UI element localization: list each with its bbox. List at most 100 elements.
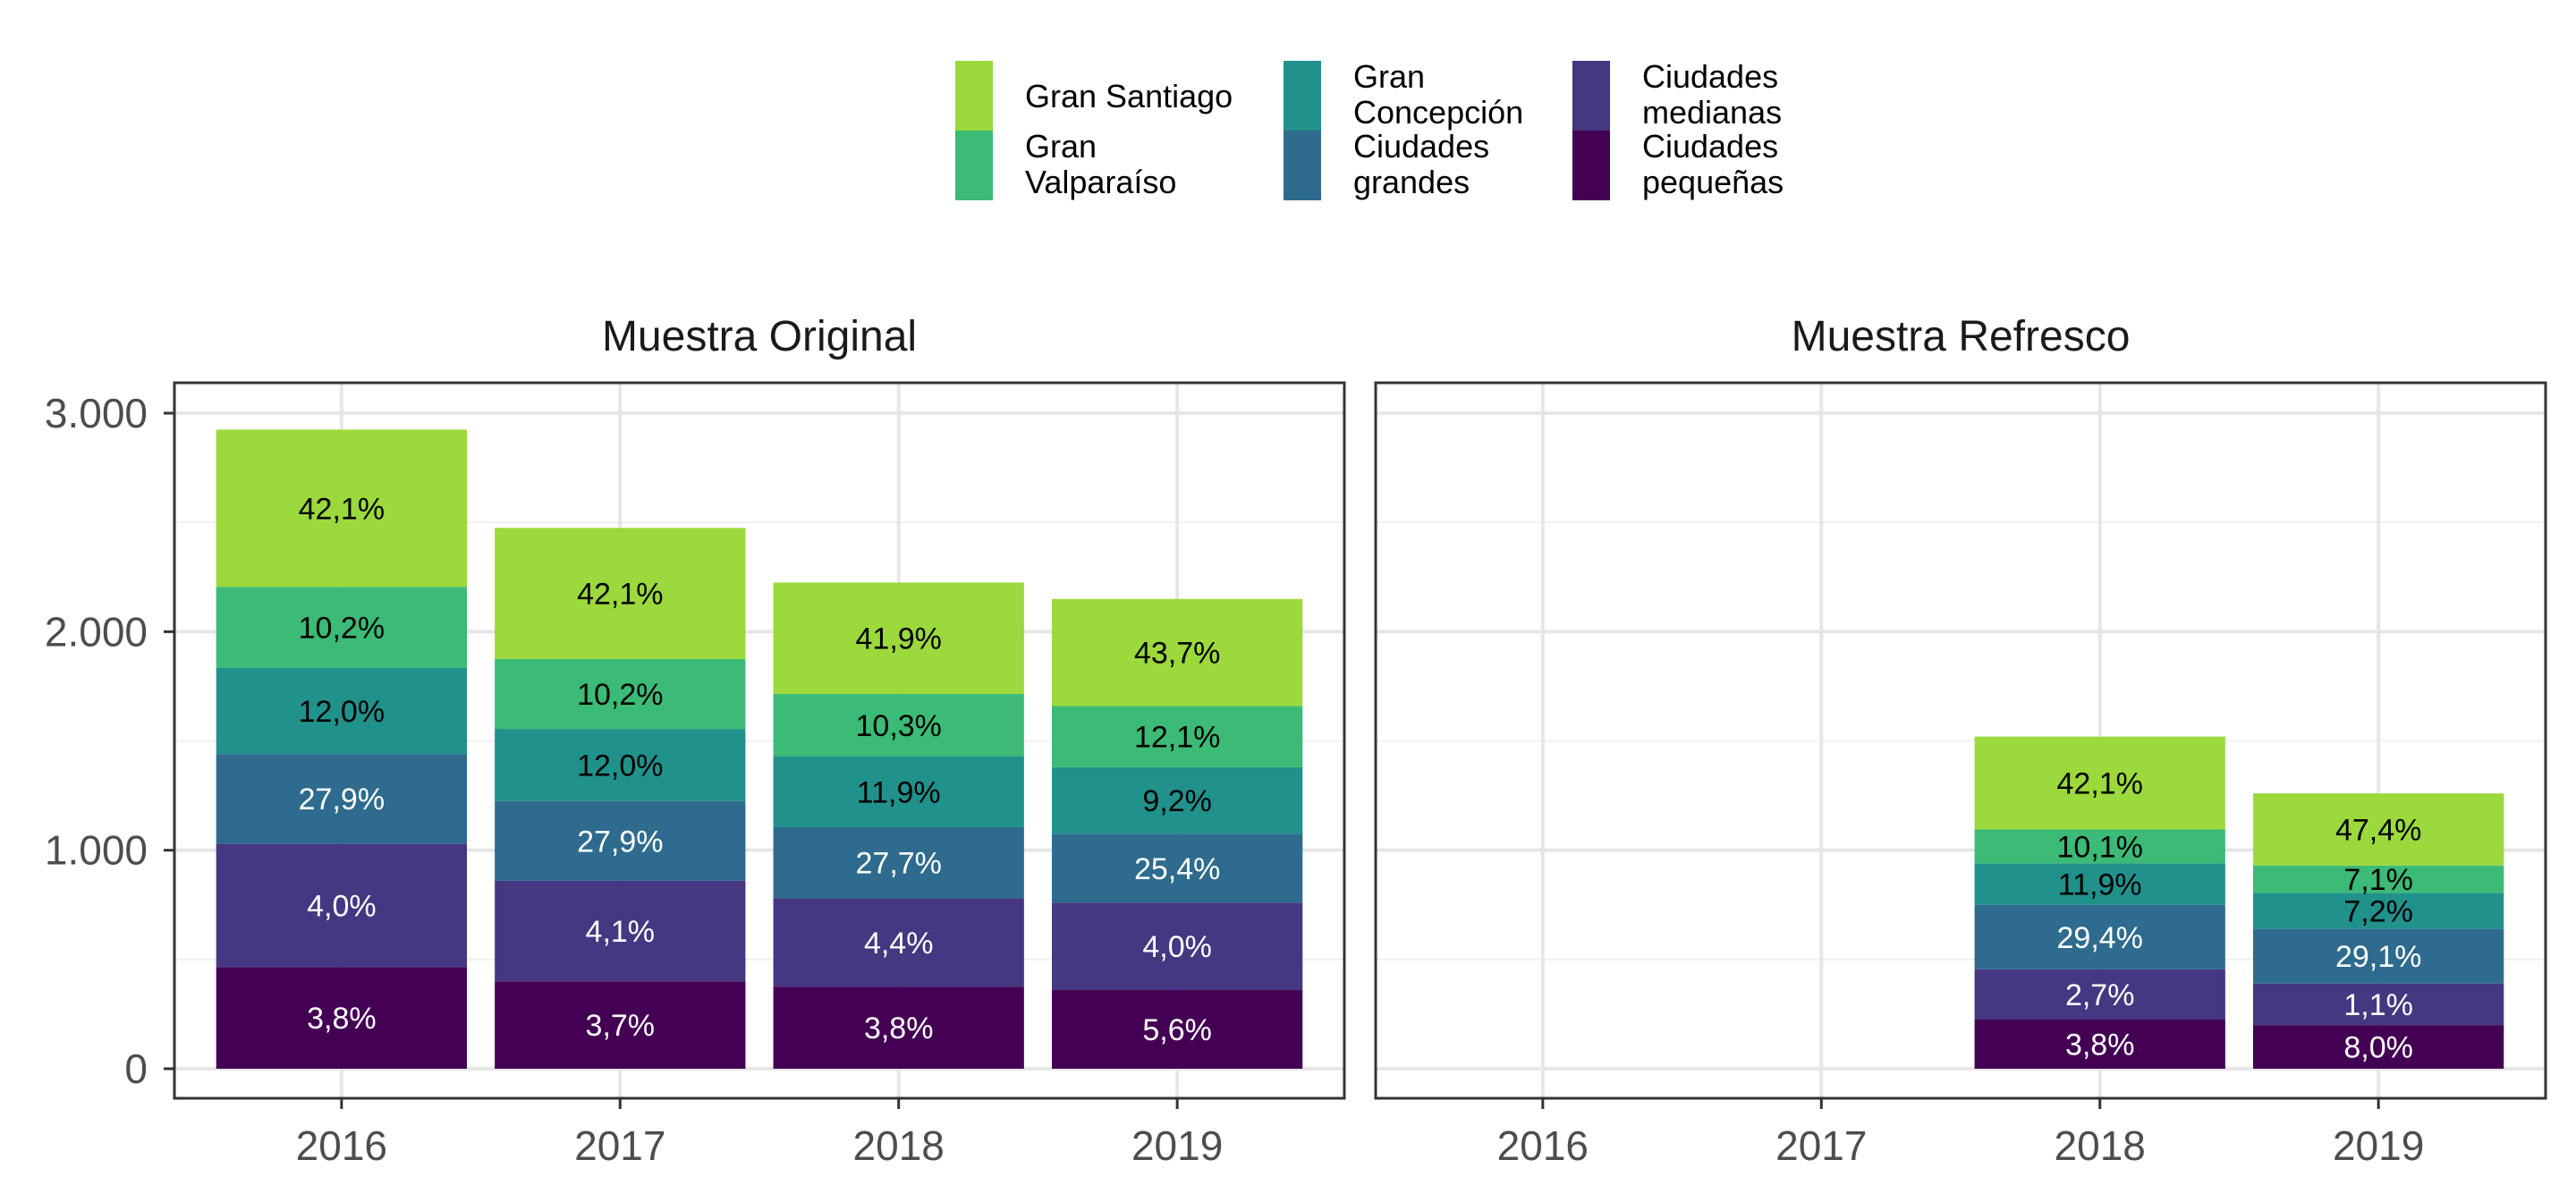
- bar-segment-gran-valparaiso-2017: [495, 658, 746, 730]
- legend-label-ciudades-medianas: Ciudades medianas: [1642, 58, 1782, 131]
- legend-key-ciudades-grandes: [1284, 131, 1321, 200]
- bar-segment-gran-valparaiso-2016: [216, 587, 467, 668]
- bar-value-label: 7,1%: [2343, 863, 2413, 897]
- bar-value-label: 10,3%: [856, 709, 942, 743]
- panel-2: 3,8% 2,7% 29,4% 11,9% 10,1% 42,1% 8,0% 1,1% 29,1…: [1374, 313, 2547, 1169]
- bar-segment-gran-santiago-2019: [1052, 598, 1303, 707]
- bar-segment-ciudades-pequenas-2018: [773, 986, 1024, 1069]
- bar-value-label: 27,9%: [299, 783, 385, 817]
- x-tick-label: 2016: [1497, 1122, 1589, 1169]
- bar-value-label: 10,1%: [2057, 830, 2143, 864]
- bar-segment-ciudades-medianas-2019: [1052, 902, 1303, 991]
- legend-label-gran-valparaiso: Gran Valparaíso: [1025, 128, 1176, 200]
- bar-value-label: 3,8%: [307, 1002, 377, 1036]
- x-tick-label: 2018: [2055, 1122, 2146, 1169]
- panel-border: [1374, 381, 2547, 1100]
- bar-value-label: 2,7%: [2065, 978, 2135, 1012]
- bar-segment-ciudades-grandes-2016: [216, 754, 467, 844]
- bar-value-label: 42,1%: [2057, 767, 2143, 801]
- bar-value-label: 43,7%: [1134, 637, 1220, 671]
- bar-value-label: 4,4%: [864, 927, 934, 961]
- legend-label-gran-santiago: Gran Santiago: [1025, 78, 1233, 114]
- bar-segment-ciudades-medianas-2017: [495, 880, 746, 982]
- bar-segment-gran-valparaiso-2018: [773, 693, 1024, 757]
- bar-segment-gran-valparaiso-2019: [2253, 865, 2504, 893]
- legend-key-ciudades-medianas: [1572, 61, 1610, 131]
- bar-segment-ciudades-grandes-2019: [1052, 834, 1303, 903]
- bar-segment-gran-santiago-2018: [1974, 736, 2225, 830]
- bar-segment-gran-concepcion-2018: [773, 756, 1024, 828]
- bar-value-label: 3,7%: [586, 1009, 656, 1043]
- bar-value-label: 27,7%: [856, 847, 942, 881]
- bar-segment-gran-santiago-2017: [495, 528, 746, 659]
- legend-key-gran-valparaiso: [955, 131, 993, 200]
- bar-value-label: 47,4%: [2335, 813, 2421, 847]
- bar-stack-2019: 8,0% 1,1% 29,1% 7,2%7,1% 47,4%: [2253, 793, 2504, 1069]
- y-axis: 0 1.000 2.000 3.000: [45, 390, 174, 1092]
- facet-title: Muestra Refresco: [1792, 313, 2131, 360]
- chart-panels: 3,8% 4,0% 27,9% 12,0% 10,2% 42,1% 3,7% 4,1% 27,9…: [173, 313, 2547, 1169]
- bar-segment-gran-santiago-2019: [2253, 793, 2504, 866]
- x-tick-label: 2018: [853, 1122, 945, 1169]
- bar-segment-ciudades-grandes-2019: [2253, 928, 2504, 984]
- bar-segment-ciudades-medianas-2016: [216, 843, 467, 968]
- x-tick-label: 2019: [2333, 1122, 2424, 1169]
- bar-segment-gran-valparaiso-2019: [1052, 706, 1303, 767]
- y-tick-label: 1.000: [45, 827, 148, 874]
- bar-segment-gran-valparaiso-2018: [1974, 829, 2225, 864]
- bar-stack-2016: 3,8% 4,0% 27,9% 12,0% 10,2% 42,1%: [216, 429, 467, 1069]
- bar-value-label: 3,8%: [2065, 1028, 2135, 1062]
- bar-value-label: 42,1%: [577, 578, 663, 612]
- legend-label-ciudades-pequenas: Ciudades pequeñas: [1642, 128, 1784, 200]
- bar-segment-ciudades-grandes-2017: [495, 800, 746, 881]
- bar-segment-ciudades-medianas-2018: [773, 898, 1024, 987]
- bar-stack-2017: 3,7% 4,1% 27,9% 12,0% 10,2% 42,1%: [495, 528, 746, 1069]
- bar-segment-gran-concepcion-2019: [2253, 893, 2504, 929]
- bar-segment-gran-concepcion-2019: [1052, 766, 1303, 834]
- bar-segment-gran-santiago-2018: [773, 582, 1024, 694]
- bar-value-label: 8,0%: [2343, 1031, 2413, 1065]
- legend-label-gran-concepcion: Gran Concepción: [1353, 58, 1523, 131]
- x-tick-label: 2017: [574, 1122, 665, 1169]
- chart-legend: Gran Santiago Gran Valparaíso Gran Concepció…: [955, 58, 1784, 200]
- bar-value-label: 4,1%: [586, 915, 656, 949]
- bar-value-label: 7,2%: [2343, 894, 2413, 928]
- bar-segment-ciudades-medianas-2019: [2253, 983, 2504, 1026]
- bar-segment-ciudades-grandes-2018: [1974, 904, 2225, 969]
- bar-value-label: 5,6%: [1142, 1013, 1212, 1047]
- bar-stack-2019: 5,6% 4,0% 25,4% 9,2% 12,1% 43,7%: [1052, 598, 1303, 1069]
- bar-value-label: 29,4%: [2057, 921, 2143, 955]
- bar-segment-ciudades-pequenas-2017: [495, 981, 746, 1069]
- bar-segment-gran-santiago-2016: [216, 429, 467, 588]
- bar-value-label: 3,8%: [864, 1012, 934, 1045]
- bar-value-label: 4,0%: [1142, 930, 1212, 964]
- bar-segment-ciudades-grandes-2018: [773, 827, 1024, 899]
- bar-value-label: 10,2%: [299, 611, 385, 645]
- y-tick-label: 3.000: [45, 390, 148, 436]
- bar-value-label: 29,1%: [2335, 940, 2421, 974]
- bar-value-label: 9,2%: [1142, 784, 1212, 818]
- legend-key-gran-santiago: [955, 61, 993, 131]
- panel-border: [173, 381, 1346, 1100]
- x-tick-label: 2016: [296, 1122, 387, 1169]
- bar-value-label: 27,9%: [577, 825, 663, 859]
- bar-value-label: 12,0%: [577, 749, 663, 783]
- y-tick-label: 2.000: [45, 608, 148, 655]
- bar-value-label: 12,0%: [299, 695, 385, 729]
- legend-key-gran-concepcion: [1284, 61, 1321, 131]
- bar-value-label: 11,9%: [2058, 868, 2142, 902]
- bar-segment-ciudades-pequenas-2019: [2253, 1025, 2504, 1069]
- bar-value-label: 25,4%: [1134, 852, 1220, 886]
- bar-value-label: 12,1%: [1134, 721, 1220, 755]
- panel-1: 3,8% 4,0% 27,9% 12,0% 10,2% 42,1% 3,7% 4,1% 27,9…: [173, 313, 1346, 1169]
- bar-segment-gran-concepcion-2018: [1974, 863, 2225, 905]
- legend-label-ciudades-grandes: Ciudades grandes: [1353, 128, 1489, 200]
- bar-value-label: 10,2%: [577, 678, 663, 712]
- bar-segment-ciudades-pequenas-2018: [1974, 1020, 2225, 1069]
- bar-segment-ciudades-medianas-2018: [1974, 969, 2225, 1020]
- bar-value-label: 41,9%: [856, 622, 942, 656]
- bar-segment-gran-concepcion-2016: [216, 667, 467, 755]
- bar-value-label: 11,9%: [857, 775, 941, 809]
- bar-segment-gran-concepcion-2017: [495, 729, 746, 801]
